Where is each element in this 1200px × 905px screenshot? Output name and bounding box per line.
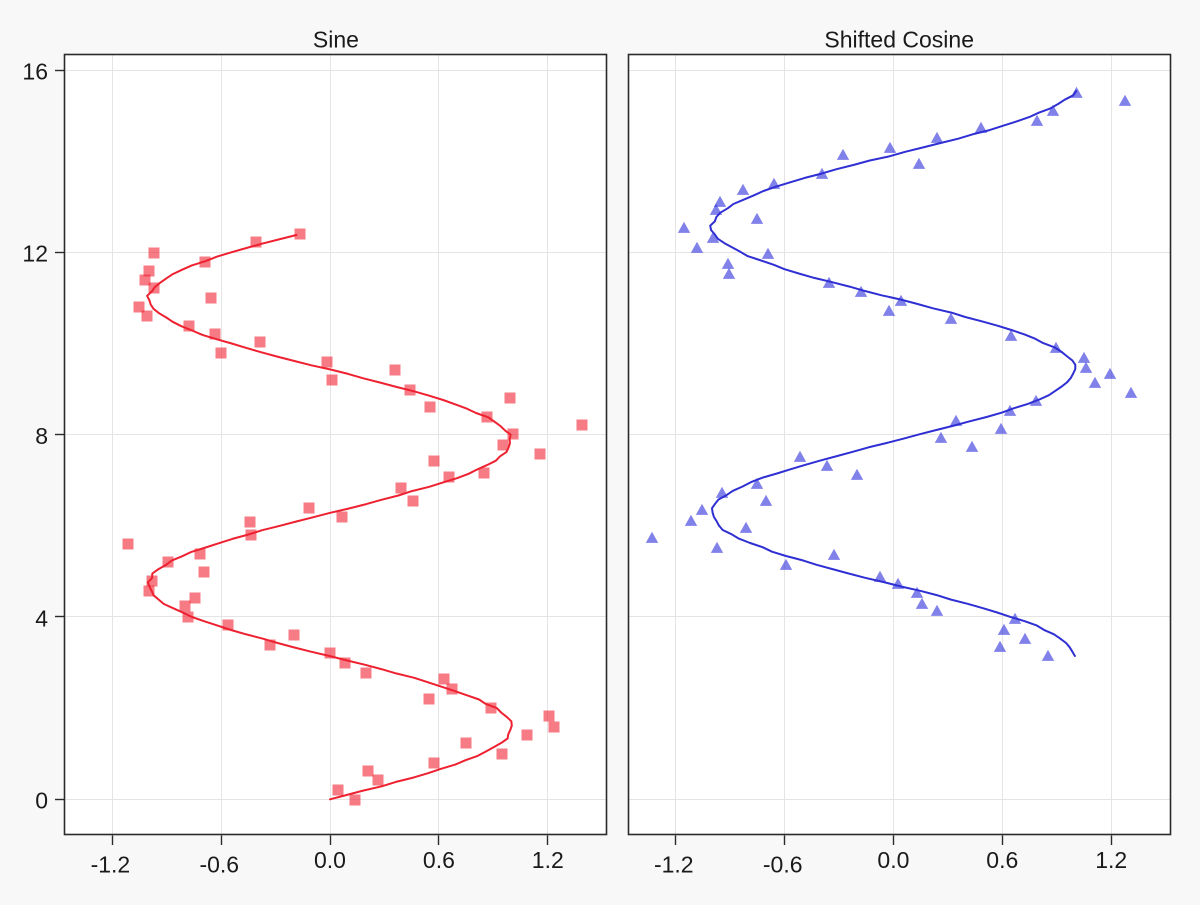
svg-text:0: 0 xyxy=(35,788,48,814)
svg-text:4: 4 xyxy=(35,605,48,631)
svg-text:12: 12 xyxy=(22,241,48,267)
svg-text:Shifted Cosine: Shifted Cosine xyxy=(824,27,974,53)
svg-text:8: 8 xyxy=(35,423,48,449)
svg-text:1.2: 1.2 xyxy=(1095,847,1127,873)
svg-text:0.6: 0.6 xyxy=(986,847,1018,873)
svg-text:-0.6: -0.6 xyxy=(199,852,239,878)
svg-text:1.2: 1.2 xyxy=(532,847,564,873)
svg-text:0.0: 0.0 xyxy=(877,847,909,873)
svg-text:-1.2: -1.2 xyxy=(91,852,131,878)
svg-text:Sine: Sine xyxy=(313,27,359,53)
svg-text:16: 16 xyxy=(22,58,48,84)
svg-text:0.0: 0.0 xyxy=(314,847,346,873)
svg-text:-1.2: -1.2 xyxy=(654,852,694,878)
svg-text:-0.6: -0.6 xyxy=(763,852,803,878)
svg-text:0.6: 0.6 xyxy=(423,847,455,873)
